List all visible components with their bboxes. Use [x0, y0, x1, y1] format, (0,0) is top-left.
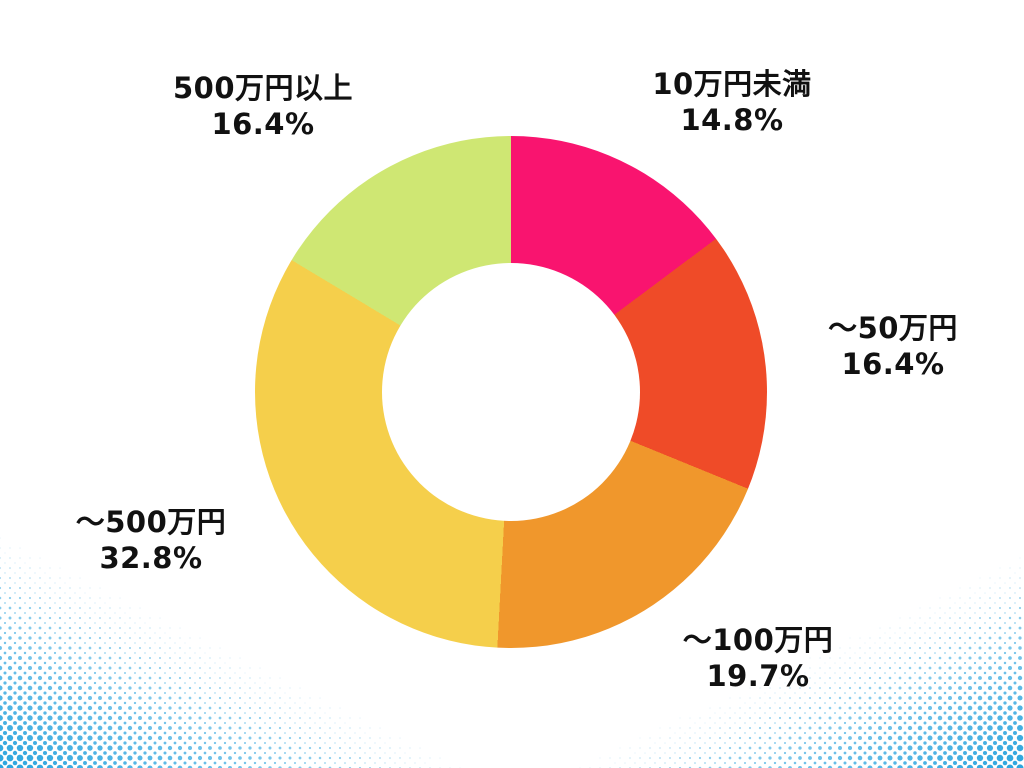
slice-label-under-10man: 10万円未満 14.8% — [602, 66, 862, 138]
slice-percent-text: 19.7% — [706, 659, 810, 693]
slice-label-text: 〜100万円 — [682, 623, 834, 657]
slice-label-text: 〜500万円 — [75, 505, 227, 539]
donut-hole — [382, 263, 640, 521]
slice-label-text: 10万円未満 — [652, 67, 812, 101]
slice-percent-text: 16.4% — [841, 347, 945, 381]
slice-label-over-500man: 500万円以上 16.4% — [133, 70, 393, 142]
slice-label-to-500man: 〜500万円 32.8% — [21, 504, 281, 576]
slice-percent-text: 32.8% — [99, 541, 203, 575]
slice-label-text: 500万円以上 — [172, 71, 354, 105]
slice-label-text: 〜50万円 — [828, 311, 958, 345]
slice-label-to-50man: 〜50万円 16.4% — [763, 310, 1023, 382]
slice-percent-text: 14.8% — [680, 103, 784, 137]
slice-label-to-100man: 〜100万円 19.7% — [628, 622, 888, 694]
slice-percent-text: 16.4% — [211, 107, 315, 141]
